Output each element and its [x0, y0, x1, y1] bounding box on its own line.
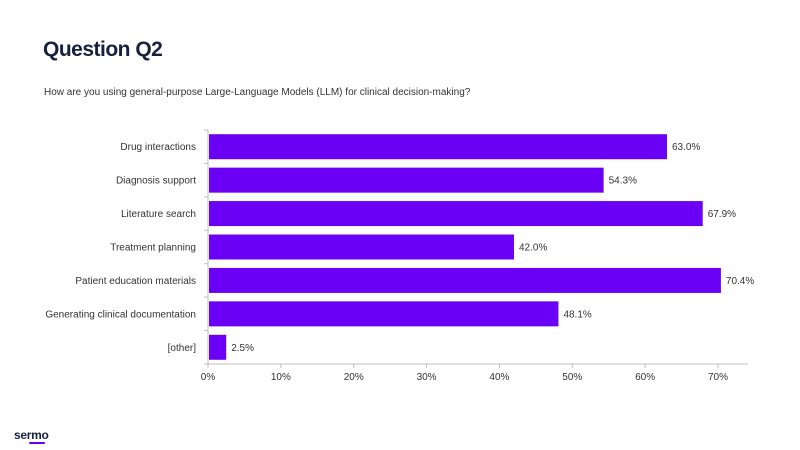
value-label: 42.0%: [519, 243, 547, 254]
x-tick-label: 20%: [344, 372, 364, 383]
value-label: 63.0%: [672, 142, 700, 153]
bar: [209, 134, 667, 160]
x-tick-label: 70%: [708, 372, 728, 383]
category-label: Diagnosis support: [116, 176, 196, 187]
x-tick-label: 0%: [201, 372, 216, 383]
logo-accent-mark: [29, 442, 45, 444]
category-label: [other]: [168, 343, 197, 354]
value-label: 54.3%: [609, 176, 637, 187]
value-label: 48.1%: [563, 309, 591, 320]
x-tick-label: 40%: [489, 372, 509, 383]
question-subtitle: How are you using general-purpose Large-…: [44, 87, 471, 98]
value-label: 2.5%: [231, 343, 254, 354]
category-label: Patient education materials: [75, 276, 196, 287]
value-label: 67.9%: [708, 209, 736, 220]
x-tick-label: 30%: [417, 372, 437, 383]
bar: [209, 167, 604, 193]
x-tick-label: 60%: [635, 372, 655, 383]
sermo-logo: sermo: [14, 428, 49, 442]
category-label: Drug interactions: [120, 142, 196, 153]
x-tick-label: 50%: [562, 372, 582, 383]
page-title: Question Q2: [43, 38, 163, 61]
bar: [209, 334, 227, 360]
bar: [209, 267, 721, 293]
x-tick-label: 10%: [271, 372, 291, 383]
value-label: 70.4%: [726, 276, 754, 287]
category-label: Literature search: [121, 209, 196, 220]
bar: [209, 234, 514, 260]
category-label: Treatment planning: [110, 243, 196, 254]
bar: [209, 201, 703, 227]
category-label: Generating clinical documentation: [45, 309, 196, 320]
bar: [209, 301, 559, 327]
